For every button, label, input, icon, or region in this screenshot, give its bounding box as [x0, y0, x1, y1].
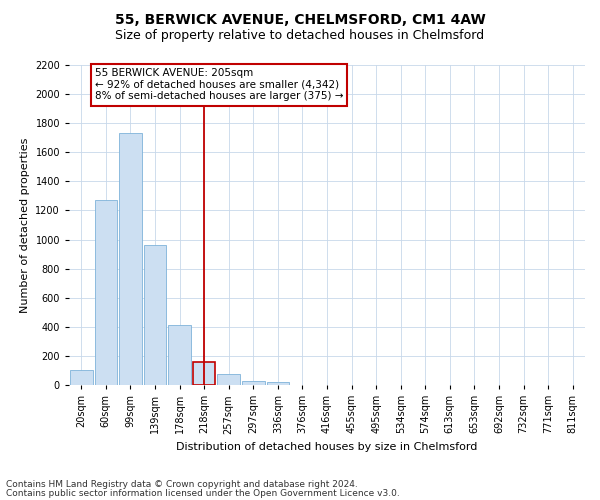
Bar — [168, 324, 191, 385]
Text: Contains public sector information licensed under the Open Government Licence v3: Contains public sector information licen… — [6, 488, 400, 498]
Bar — [119, 134, 142, 385]
Bar — [242, 380, 265, 385]
Text: 55 BERWICK AVENUE: 205sqm
← 92% of detached houses are smaller (4,342)
8% of sem: 55 BERWICK AVENUE: 205sqm ← 92% of detac… — [95, 68, 343, 102]
Bar — [95, 200, 117, 385]
Bar — [217, 374, 240, 385]
Text: Contains HM Land Registry data © Crown copyright and database right 2024.: Contains HM Land Registry data © Crown c… — [6, 480, 358, 489]
Bar — [266, 382, 289, 385]
Text: 55, BERWICK AVENUE, CHELMSFORD, CM1 4AW: 55, BERWICK AVENUE, CHELMSFORD, CM1 4AW — [115, 12, 485, 26]
Bar — [193, 362, 215, 385]
Y-axis label: Number of detached properties: Number of detached properties — [20, 138, 29, 312]
X-axis label: Distribution of detached houses by size in Chelmsford: Distribution of detached houses by size … — [176, 442, 478, 452]
Bar — [143, 246, 166, 385]
Text: Size of property relative to detached houses in Chelmsford: Size of property relative to detached ho… — [115, 29, 485, 42]
Bar — [70, 370, 92, 385]
